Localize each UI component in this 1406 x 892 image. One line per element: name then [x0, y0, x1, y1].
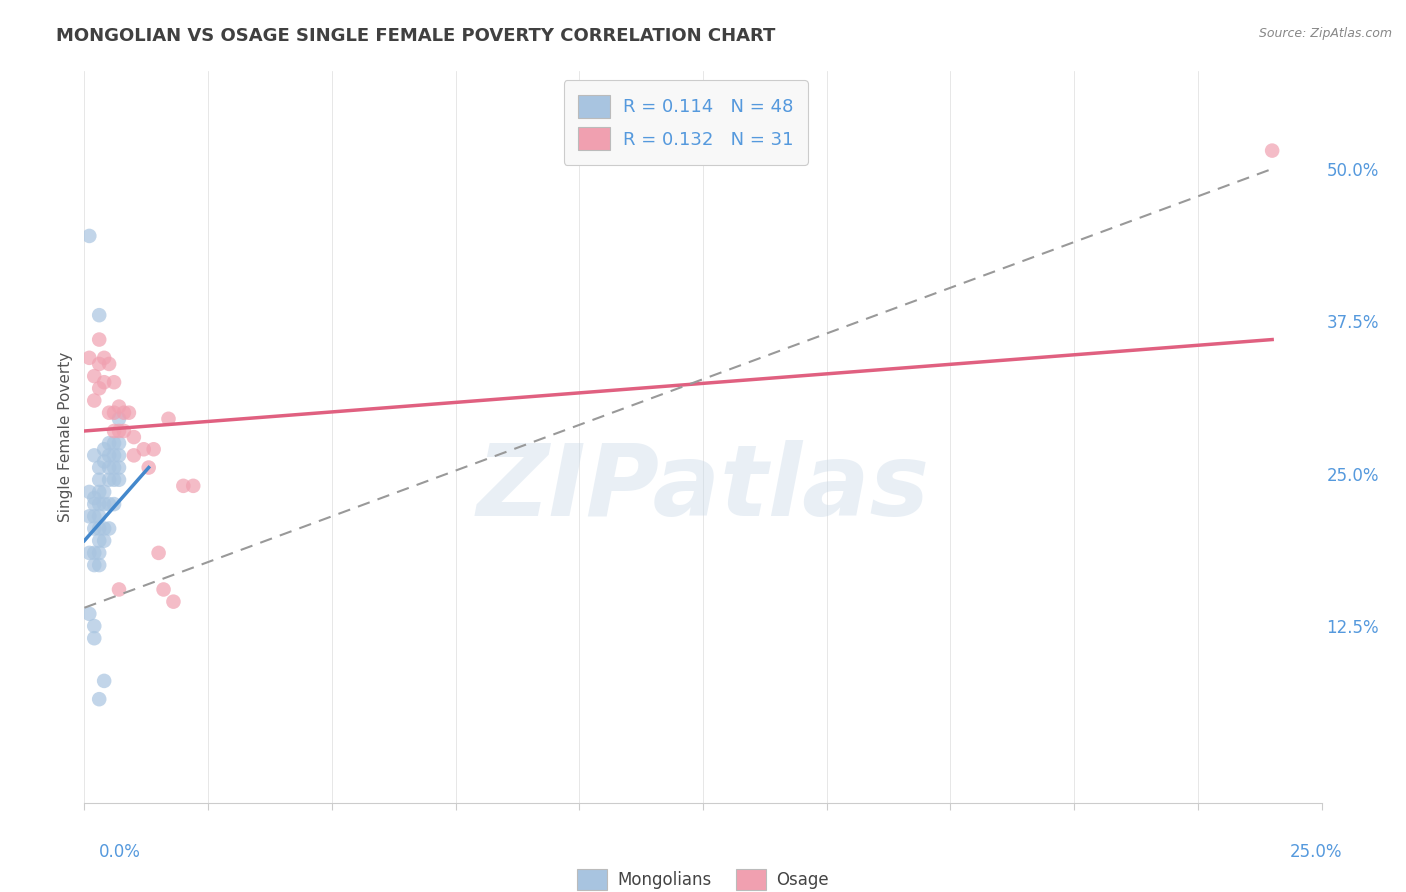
Point — [89, 533, 111, 548]
Point — [98, 406, 121, 420]
Point — [89, 692, 111, 706]
Point — [112, 424, 135, 438]
Point — [142, 442, 165, 457]
Point — [108, 424, 131, 438]
Point — [122, 430, 145, 444]
Point — [108, 436, 131, 450]
Point — [89, 460, 111, 475]
Y-axis label: Single Female Poverty: Single Female Poverty — [58, 352, 73, 522]
Point — [98, 460, 121, 475]
Point — [148, 546, 170, 560]
Legend: Mongolians, Osage: Mongolians, Osage — [571, 863, 835, 892]
Point — [103, 497, 125, 511]
Point — [93, 497, 115, 511]
Point — [103, 375, 125, 389]
Point — [181, 479, 204, 493]
Point — [93, 442, 115, 457]
Point — [83, 546, 105, 560]
Point — [89, 473, 111, 487]
Text: Source: ZipAtlas.com: Source: ZipAtlas.com — [1258, 27, 1392, 40]
Point — [108, 412, 131, 426]
Point — [83, 393, 105, 408]
Point — [93, 485, 115, 500]
Point — [152, 582, 174, 597]
Point — [89, 381, 111, 395]
Point — [138, 460, 160, 475]
Point — [89, 509, 111, 524]
Point — [89, 546, 111, 560]
Point — [98, 436, 121, 450]
Point — [93, 521, 115, 535]
Point — [79, 228, 101, 243]
Point — [118, 406, 141, 420]
Point — [83, 558, 105, 573]
Point — [89, 308, 111, 322]
Point — [98, 357, 121, 371]
Point — [83, 448, 105, 462]
Point — [83, 521, 105, 535]
Point — [122, 448, 145, 462]
Text: 0.0%: 0.0% — [98, 843, 141, 861]
Point — [103, 448, 125, 462]
Point — [1261, 144, 1284, 158]
Point — [108, 473, 131, 487]
Point — [108, 400, 131, 414]
Point — [89, 497, 111, 511]
Point — [79, 485, 101, 500]
Point — [98, 448, 121, 462]
Point — [103, 460, 125, 475]
Point — [89, 558, 111, 573]
Point — [79, 546, 101, 560]
Point — [93, 351, 115, 365]
Text: 25.0%: 25.0% — [1291, 843, 1343, 861]
Point — [83, 369, 105, 384]
Point — [108, 582, 131, 597]
Point — [89, 357, 111, 371]
Point — [79, 351, 101, 365]
Point — [108, 460, 131, 475]
Point — [79, 509, 101, 524]
Point — [83, 509, 105, 524]
Point — [83, 619, 105, 633]
Point — [89, 521, 111, 535]
Point — [172, 479, 194, 493]
Point — [103, 473, 125, 487]
Point — [93, 454, 115, 468]
Point — [157, 412, 180, 426]
Point — [93, 673, 115, 688]
Point — [83, 497, 105, 511]
Point — [112, 406, 135, 420]
Point — [98, 497, 121, 511]
Point — [89, 485, 111, 500]
Point — [93, 375, 115, 389]
Point — [83, 491, 105, 505]
Point — [108, 448, 131, 462]
Text: MONGOLIAN VS OSAGE SINGLE FEMALE POVERTY CORRELATION CHART: MONGOLIAN VS OSAGE SINGLE FEMALE POVERTY… — [56, 27, 776, 45]
Point — [103, 406, 125, 420]
Point — [98, 521, 121, 535]
Point — [79, 607, 101, 621]
Point — [162, 594, 184, 608]
Point — [98, 473, 121, 487]
Point — [89, 333, 111, 347]
Point — [103, 424, 125, 438]
Point — [132, 442, 155, 457]
Point — [83, 632, 105, 646]
Point — [93, 533, 115, 548]
Point — [103, 436, 125, 450]
Text: ZIPatlas: ZIPatlas — [477, 440, 929, 537]
